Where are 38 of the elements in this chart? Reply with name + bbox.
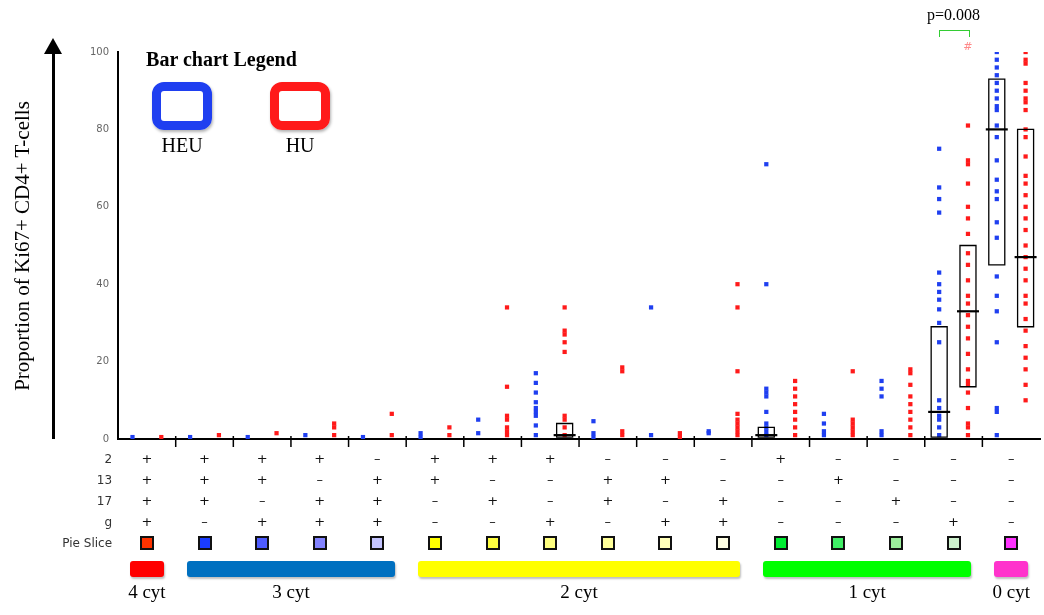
x-tick-label: – – – + (948, 450, 960, 529)
text: 2 (104, 452, 113, 466)
x-tick-label: – – + – (890, 450, 902, 529)
text: Pie Slice (62, 536, 113, 550)
annotation: # (963, 40, 973, 53)
y-tick-label: 60 (96, 200, 110, 212)
x-tick-label: – + – – (832, 450, 844, 529)
y-tick-label: 100 (89, 45, 110, 57)
text: 4 cyt (128, 581, 166, 603)
text: 13 (96, 473, 113, 487)
x-tick-label: – + – + (660, 450, 671, 529)
x-tick-label: + + – – (429, 450, 441, 529)
text: 3 cyt (272, 581, 310, 603)
text: 17 (96, 494, 113, 508)
y-tick-label: 20 (96, 355, 110, 367)
legend-label: HEU (161, 134, 203, 157)
x-tick-label: – + + + (371, 450, 383, 529)
legend-title: Bar chart Legend (146, 48, 297, 71)
x-tick-label: + – – – (775, 450, 787, 529)
y-axis-title: Proportion of Ki67+ CD4+ T-cells (9, 100, 35, 391)
x-tick-label: + + – + (256, 450, 268, 529)
y-tick-label: 80 (96, 122, 110, 134)
text: 2 cyt (560, 581, 598, 603)
text: g (104, 515, 113, 529)
y-tick-label: 0 (102, 432, 110, 444)
x-tick-label: + + + + (141, 450, 153, 529)
y-tick-label: 40 (96, 277, 110, 289)
text: p=0.008 (927, 6, 981, 24)
x-tick-label: + + + – (199, 450, 210, 529)
x-tick-label: + – – + (544, 450, 556, 529)
x-tick-label: + – + + (314, 450, 326, 529)
text: 0 cyt (992, 581, 1030, 603)
x-tick-label: – – – – (1007, 450, 1015, 529)
x-tick-label: – – + + (717, 450, 729, 529)
x-tick-label: – + + – (602, 450, 614, 529)
text: 1 cyt (848, 581, 886, 603)
x-tick-label: + – + – (487, 450, 499, 529)
legend-label: HU (285, 134, 315, 157)
